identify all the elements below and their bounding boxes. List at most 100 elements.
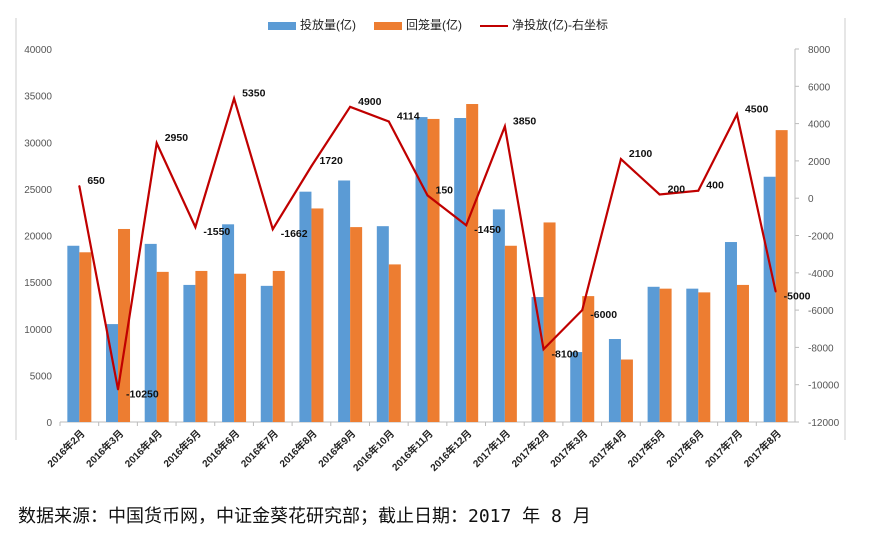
legend-item-issuance: 投放量(亿) [268,16,356,33]
data-label: -6000 [590,309,617,321]
bar-withdrawal [272,270,285,422]
bar-withdrawal [350,227,363,422]
bar-issuance [415,117,428,422]
bar-withdrawal [156,271,169,422]
data-label: 650 [87,175,105,187]
legend-item-net: 净投放(亿)-右坐标 [480,16,608,33]
data-label: 1720 [319,155,343,167]
x-tick-label: 2017年4月 [586,427,629,470]
legend-swatch [480,24,508,27]
bar-issuance [144,243,157,422]
right-tick-label: 6000 [808,82,831,93]
left-tick-label: 25000 [24,185,52,196]
x-tick-label: 2017年6月 [663,427,706,470]
data-label: -5000 [784,290,811,302]
bar-withdrawal [234,273,247,422]
x-tick-label: 2017年1月 [470,427,513,470]
bar-withdrawal [504,245,517,422]
data-label: 5350 [242,87,266,99]
x-tick-label: 2016年10月 [350,427,397,474]
legend-label: 净投放(亿)-右坐标 [512,18,608,32]
x-tick-label: 2016年2月 [44,427,87,470]
x-tick-label: 2017年2月 [509,427,552,470]
right-tick-label: 0 [808,194,814,205]
data-label: -1450 [474,224,501,236]
bar-issuance [724,242,737,422]
bar-issuance [686,288,699,422]
data-label: 3850 [513,115,537,127]
bar-withdrawal [582,296,595,422]
bar-withdrawal [195,270,208,422]
x-tick-label: 2017年7月 [702,427,745,470]
net-point [271,228,274,231]
bar-withdrawal [466,104,479,422]
data-label: 4114 [397,110,420,122]
x-tick-label: 2016年9月 [315,427,358,470]
x-tick-label: 2016年4月 [122,427,165,470]
bar-issuance [299,191,312,422]
net-point [774,290,777,293]
left-tick-label: 0 [46,418,52,429]
x-tick-label: 2017年3月 [547,427,590,470]
x-tick-label: 2016年3月 [83,427,126,470]
right-tick-label: -8000 [808,343,834,354]
left-tick-label: 10000 [24,325,52,336]
x-tick-label: 2016年8月 [277,427,320,470]
bar-issuance [338,180,351,422]
x-tick-label: 2017年5月 [625,427,668,470]
bar-issuance [454,118,467,422]
bar-withdrawal [388,264,401,422]
bar-issuance [222,224,235,422]
left-tick-label: 35000 [24,92,52,103]
bar-issuance [608,339,621,422]
bar-issuance [492,209,505,422]
right-tick-label: -12000 [808,418,840,429]
data-label: 400 [706,180,724,192]
net-point [310,165,313,168]
bar-issuance [106,324,119,422]
bar-withdrawal [118,228,131,422]
data-label: 4900 [358,96,382,108]
bar-withdrawal [311,208,324,422]
bar-withdrawal [79,252,92,422]
x-tick-label: 2016年6月 [199,427,242,470]
data-label: -8100 [552,348,579,360]
net-point [387,120,390,123]
net-point [155,142,158,145]
right-tick-label: -4000 [808,269,834,280]
x-tick-label: 2016年5月 [161,427,204,470]
net-point [233,97,236,100]
bar-withdrawal [543,222,556,422]
right-tick-label: 4000 [808,120,831,131]
legend-swatch [374,21,402,30]
bar-withdrawal [698,292,711,422]
x-tick-label: 2016年12月 [427,427,474,474]
bar-issuance [647,286,660,422]
source-note: 数据来源：中国货币网，中证金葵花研究部；截止日期：2017 年 8 月 [18,506,591,527]
bar-issuance [376,226,389,422]
right-tick-label: -2000 [808,232,834,243]
x-tick-label: 2017年8月 [741,427,784,470]
bar-issuance [763,176,776,422]
data-label: -1662 [281,228,308,240]
net-point [465,224,468,227]
net-point [503,125,506,128]
left-tick-label: 20000 [24,232,52,243]
bar-issuance [260,285,273,422]
legend-item-withdrawal: 回笼量(亿) [374,16,462,33]
net-point [194,226,197,229]
left-tick-label: 40000 [24,45,52,56]
legend-label: 投放量(亿) [300,18,356,32]
x-tick-label: 2016年7月 [238,427,281,470]
net-point [117,388,120,391]
data-label: 150 [436,184,454,196]
data-label: 200 [668,183,686,195]
bar-issuance [570,352,583,422]
right-tick-label: 2000 [808,157,831,168]
bar-withdrawal [620,359,633,422]
bar-withdrawal [736,284,749,422]
legend-label: 回笼量(亿) [406,18,462,32]
right-tick-label: -6000 [808,306,834,317]
net-point [426,194,429,197]
